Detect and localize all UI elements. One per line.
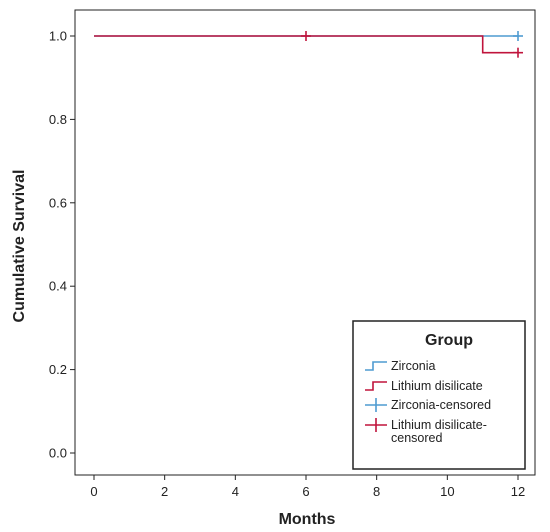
legend-step-swatch: [365, 361, 387, 371]
x-axis-title: Months: [279, 511, 336, 528]
censor-mark-lithium-disilicate: [301, 31, 311, 41]
y-tick-label: 0.4: [49, 279, 67, 294]
plot-frame: [74, 9, 536, 476]
x-tick-label: 0: [90, 484, 97, 499]
series-line-lithium-disilicate: [94, 35, 518, 54]
y-tick-label: 0.8: [49, 112, 67, 127]
series-layer: [94, 31, 523, 58]
censor-mark-zirconia: [513, 31, 523, 41]
x-tick-label: 6: [302, 484, 309, 499]
legend-label: Zirconia: [391, 359, 436, 373]
y-axis-title: Cumulative Survival: [11, 170, 28, 323]
axes: 0.0 0.2 0.4 0.6 0.8 1.0 0 2 4 6 8 10 12: [49, 9, 536, 499]
legend-step-swatch: [365, 381, 387, 391]
legend-box: [352, 320, 526, 470]
y-tick-label: 0.0: [49, 446, 67, 461]
y-tick-label: 1.0: [49, 29, 67, 44]
x-tick-label: 10: [440, 484, 454, 499]
y-tick-label: 0.6: [49, 195, 67, 210]
legend-label: Lithium disilicate: [391, 379, 483, 393]
x-tick-label: 4: [232, 484, 239, 499]
series-lithium-disilicate: [94, 31, 523, 58]
legend: Group Zirconia Lithium disilicate Zirconia-…: [352, 320, 526, 470]
legend-label: censored: [391, 431, 442, 445]
x-tick-label: 8: [373, 484, 380, 499]
legend-label: Zirconia-censored: [391, 398, 491, 412]
censor-mark-lithium-disilicate: [513, 47, 523, 58]
legend-title: Group: [425, 332, 473, 349]
x-tick-label: 2: [161, 484, 168, 499]
y-tick-label: 0.2: [49, 362, 67, 377]
legend-entry: Zirconia: [365, 359, 436, 373]
legend-entry: Lithium disilicate-censored: [365, 418, 487, 445]
legend-entry: Zirconia-censored: [365, 398, 491, 412]
legend-label: Lithium disilicate-: [391, 418, 487, 432]
x-tick-label: 12: [511, 484, 525, 499]
legend-entry: Lithium disilicate: [365, 379, 483, 393]
